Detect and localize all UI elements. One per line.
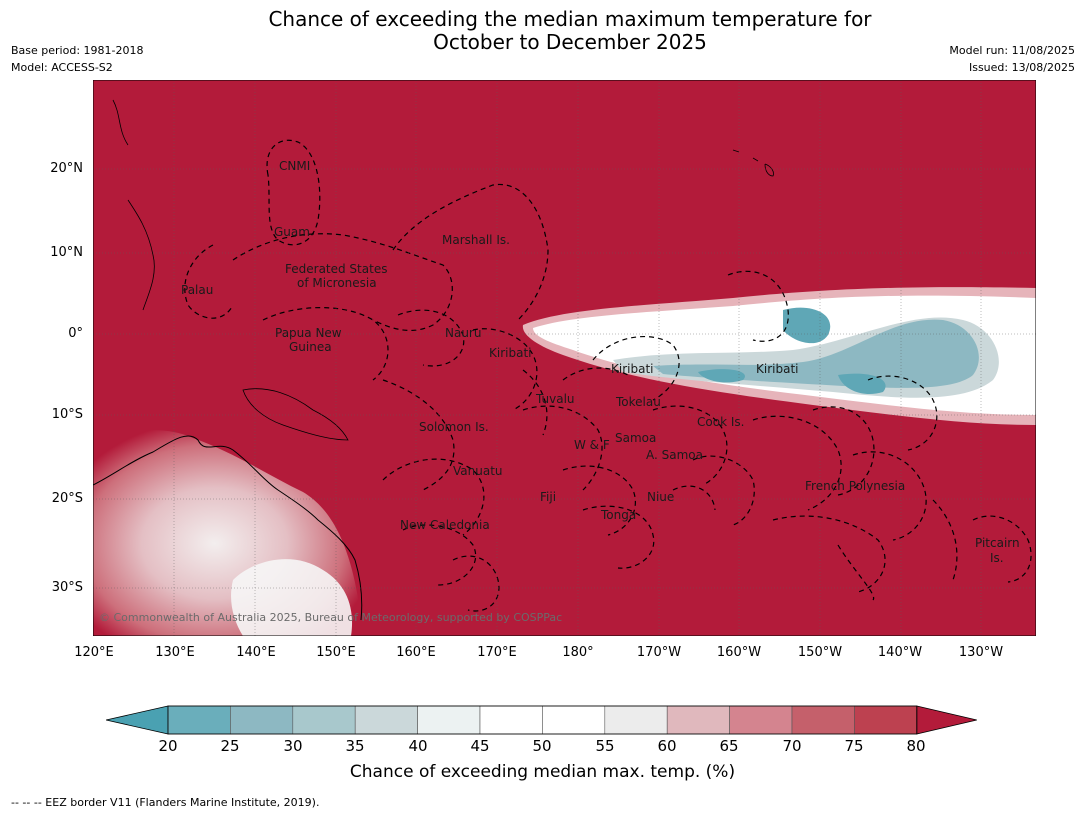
label-cnmi: CNMI	[279, 159, 310, 173]
meta-right: Model run: 11/08/2025 Issued: 13/08/2025	[949, 42, 1075, 76]
lat-tick-eq: 0°	[68, 326, 83, 341]
chart-title: Chance of exceeding the median maximum t…	[0, 8, 1085, 54]
colorbar-tick-30: 30	[283, 737, 303, 755]
label-tonga: Tonga	[600, 508, 636, 522]
title-line-2: October to December 2025	[433, 30, 707, 54]
colorbar-tick-55: 55	[595, 737, 615, 755]
colorbar-tick-60: 60	[657, 737, 677, 755]
lon-tick-180: 180°	[562, 645, 594, 660]
base-period: Base period: 1981-2018	[11, 44, 144, 57]
meta-left: Base period: 1981-2018 Model: ACCESS-S2	[11, 42, 143, 76]
colorbar-tick-20: 20	[158, 737, 178, 755]
colorbar-tick-65: 65	[719, 737, 739, 755]
lon-tick-150w: 150°W	[797, 645, 843, 660]
lat-tick-20s: 20°S	[51, 491, 83, 506]
lat-tick-10s: 10°S	[51, 407, 83, 422]
colorbar-cell	[791, 705, 855, 735]
colorbar-extend-low	[106, 705, 169, 735]
colorbar-outline	[167, 705, 918, 735]
label-png-2: Guinea	[289, 340, 332, 354]
colorbar-cell	[604, 705, 668, 735]
label-tuvalu: Tuvalu	[535, 392, 575, 406]
map-canvas: CNMI Guam Marshall Is. Federated States …	[93, 80, 1036, 636]
label-guam: Guam	[274, 225, 310, 239]
australia-white-patch	[231, 559, 353, 636]
colorbar-cell	[417, 705, 481, 735]
eez-borders	[184, 139, 1032, 612]
label-fiji: Fiji	[540, 490, 556, 504]
philippines-coast	[112, 99, 155, 311]
colorbar-cell	[292, 705, 356, 735]
label-kiribati-west: Kiribati	[489, 346, 531, 360]
colorbar-tick-50: 50	[532, 737, 552, 755]
colorbar-cell	[354, 705, 418, 735]
label-fsm-2: of Micronesia	[297, 276, 377, 290]
title-line-1: Chance of exceeding the median maximum t…	[268, 7, 872, 31]
colorbar-tick-45: 45	[470, 737, 490, 755]
lat-tick-30s: 30°S	[51, 580, 83, 595]
model-run: Model run: 11/08/2025	[949, 44, 1075, 57]
eez-footnote: -- -- -- EEZ border V11 (Flanders Marine…	[11, 796, 320, 809]
colorbar-tick-40: 40	[408, 737, 428, 755]
label-american-samoa: A. Samoa	[646, 448, 703, 462]
colorbar-tick-80: 80	[906, 737, 926, 755]
model-name: Model: ACCESS-S2	[11, 61, 113, 74]
colorbar-cell	[854, 705, 918, 735]
lat-tick-10n: 10°N	[50, 245, 83, 260]
colorbar-tick-25: 25	[220, 737, 240, 755]
label-samoa: Samoa	[615, 431, 656, 445]
label-vanuatu: Vanuatu	[453, 464, 503, 478]
label-pitcairn-2: Is.	[990, 551, 1004, 565]
label-png-1: Papua New	[275, 326, 342, 340]
label-solomon: Solomon Is.	[419, 420, 489, 434]
label-new-caledonia: New Caledonia	[400, 518, 490, 532]
colorbar-cell	[230, 705, 294, 735]
label-french-polynesia: French Polynesia	[805, 479, 905, 493]
hawaii-land	[732, 149, 774, 177]
colorbar-tick-70: 70	[782, 737, 802, 755]
lon-tick-140w: 140°W	[877, 645, 923, 660]
lat-tick-20n: 20°N	[50, 161, 83, 176]
copyright-text: © Commonwealth of Australia 2025, Bureau…	[99, 611, 562, 624]
lon-tick-130e: 130°E	[155, 645, 195, 660]
colorbar-cell	[666, 705, 730, 735]
colorbar-tick-75: 75	[844, 737, 864, 755]
map-panel: CNMI Guam Marshall Is. Federated States …	[93, 80, 1036, 636]
colorbar-cell	[479, 705, 543, 735]
lon-tick-130w: 130°W	[958, 645, 1004, 660]
colorbar	[106, 705, 977, 735]
lon-tick-160e: 160°E	[396, 645, 436, 660]
colorbar-extend-high	[916, 705, 977, 735]
colorbar-cell	[729, 705, 793, 735]
label-kiribati-central: Kiribati	[611, 362, 653, 376]
label-fsm-1: Federated States	[285, 262, 387, 276]
lon-tick-140e: 140°E	[236, 645, 276, 660]
lon-tick-170w: 170°W	[636, 645, 682, 660]
label-wf: W & F	[574, 438, 610, 452]
cold-tongue-deep-blue	[698, 307, 886, 395]
colorbar-cell	[167, 705, 231, 735]
new-guinea-land	[242, 388, 349, 441]
lon-tick-170e: 170°E	[477, 645, 517, 660]
label-nauru: Nauru	[445, 326, 481, 340]
label-pitcairn-1: Pitcairn	[975, 536, 1020, 550]
lon-tick-120e: 120°E	[74, 645, 114, 660]
lon-tick-160w: 160°W	[716, 645, 762, 660]
label-marshall: Marshall Is.	[442, 233, 510, 247]
australia-coast	[93, 435, 363, 621]
colorbar-tick-35: 35	[345, 737, 365, 755]
lon-tick-150e: 150°E	[316, 645, 356, 660]
label-kiribati-east: Kiribati	[756, 362, 798, 376]
label-tokelau: Tokelau	[615, 395, 661, 409]
label-cook: Cook Is.	[697, 415, 744, 429]
label-niue: Niue	[647, 490, 674, 504]
issued-date: Issued: 13/08/2025	[968, 61, 1075, 74]
colorbar-cell	[542, 705, 606, 735]
label-palau: Palau	[181, 283, 213, 297]
colorbar-label: Chance of exceeding median max. temp. (%…	[349, 762, 736, 782]
graticule	[93, 80, 1036, 636]
